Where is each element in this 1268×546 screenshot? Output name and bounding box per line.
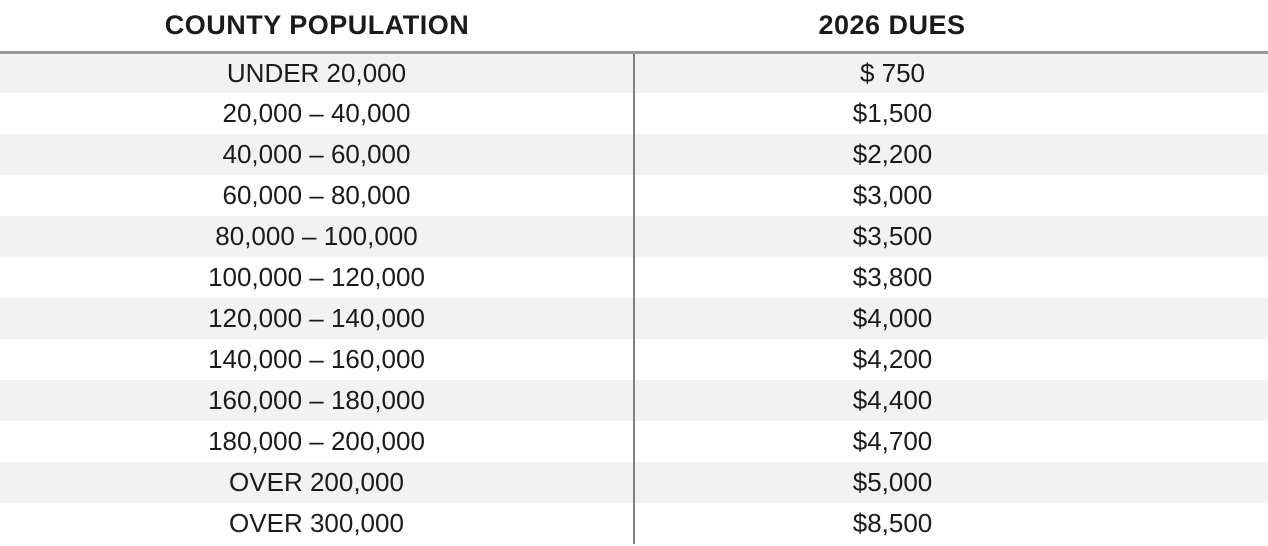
table-row: 20,000 – 40,000 $1,500 xyxy=(0,93,1268,134)
table-row: OVER 300,000 $8,500 xyxy=(0,503,1268,544)
table-row: 40,000 – 60,000 $2,200 xyxy=(0,134,1268,175)
dues-cell: $2,200 xyxy=(634,134,1268,175)
dues-cell: $1,500 xyxy=(634,93,1268,134)
table-row: 100,000 – 120,000 $3,800 xyxy=(0,257,1268,298)
population-cell: 120,000 – 140,000 xyxy=(0,298,635,339)
table-row: 120,000 – 140,000 $4,000 xyxy=(0,298,1268,339)
dues-cell: $4,400 xyxy=(634,380,1268,421)
table-row: OVER 200,000 $5,000 xyxy=(0,462,1268,503)
dues-cell: $4,000 xyxy=(634,298,1268,339)
column-header-2026-dues: 2026 DUES xyxy=(634,0,1268,54)
table-row: UNDER 20,000 $ 750 xyxy=(0,52,1268,93)
population-cell: 140,000 – 160,000 xyxy=(0,339,635,380)
dues-cell: $3,000 xyxy=(634,175,1268,216)
population-cell: 60,000 – 80,000 xyxy=(0,175,635,216)
dues-cell: $4,200 xyxy=(634,339,1268,380)
table-row: 140,000 – 160,000 $4,200 xyxy=(0,339,1268,380)
dues-cell: $3,800 xyxy=(634,257,1268,298)
dues-cell: $8,500 xyxy=(634,503,1268,544)
table-row: 180,000 – 200,000 $4,700 xyxy=(0,421,1268,462)
population-cell: 160,000 – 180,000 xyxy=(0,380,635,421)
table-body: UNDER 20,000 $ 750 20,000 – 40,000 $1,50… xyxy=(0,52,1268,544)
dues-cell: $5,000 xyxy=(634,462,1268,503)
dues-cell: $ 750 xyxy=(634,52,1268,93)
population-cell: 20,000 – 40,000 xyxy=(0,93,635,134)
population-cell: OVER 200,000 xyxy=(0,462,635,503)
population-cell: UNDER 20,000 xyxy=(0,52,635,93)
dues-cell: $3,500 xyxy=(634,216,1268,257)
table-row: 160,000 – 180,000 $4,400 xyxy=(0,380,1268,421)
population-cell: 180,000 – 200,000 xyxy=(0,421,635,462)
table-row: 80,000 – 100,000 $3,500 xyxy=(0,216,1268,257)
header-row: COUNTY POPULATION 2026 DUES xyxy=(0,0,1268,54)
table-row: 60,000 – 80,000 $3,000 xyxy=(0,175,1268,216)
dues-cell: $4,700 xyxy=(634,421,1268,462)
population-cell: 100,000 – 120,000 xyxy=(0,257,635,298)
table-header: COUNTY POPULATION 2026 DUES xyxy=(0,0,1268,54)
column-header-county-population: COUNTY POPULATION xyxy=(0,0,634,54)
population-cell: OVER 300,000 xyxy=(0,503,635,544)
population-cell: 40,000 – 60,000 xyxy=(0,134,635,175)
population-cell: 80,000 – 100,000 xyxy=(0,216,635,257)
